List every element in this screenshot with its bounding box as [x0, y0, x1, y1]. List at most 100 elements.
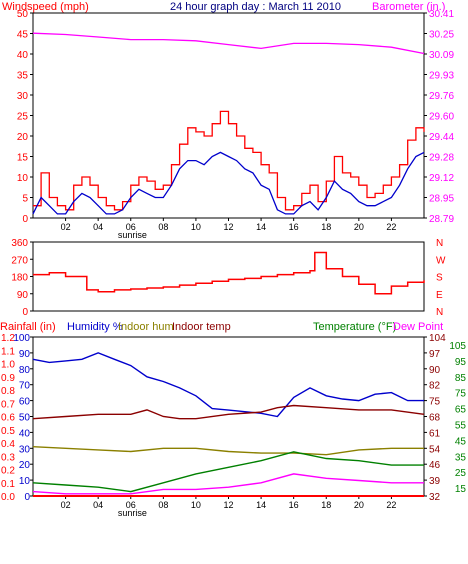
wind-tick-label: 10: [17, 173, 29, 184]
wind-tick-label: 30: [17, 91, 29, 102]
hour-tick-label: 10: [191, 500, 201, 510]
hour-tick-label: 04: [93, 222, 103, 232]
hour-tick-label: 08: [158, 500, 168, 510]
hour-tick-label: 14: [256, 222, 266, 232]
hour-tick-label: 08: [158, 222, 168, 232]
temperature-tick-label: 35: [455, 452, 467, 463]
hour-tick-label: 14: [256, 500, 266, 510]
indoor-hum-label: Indoor hum: [118, 321, 174, 333]
barometer-tick-label: 30.41: [429, 9, 454, 20]
rain-tick-label: 0.0: [1, 492, 15, 503]
hour-tick-label: 18: [321, 222, 331, 232]
compass-tick-label: W: [436, 255, 446, 266]
barometer-tick-label: 29.60: [429, 112, 454, 123]
hour-tick-label: 22: [386, 222, 396, 232]
temperature-tick-label: 45: [455, 436, 467, 447]
indoor-temp-tick-label: 54: [429, 444, 441, 455]
temperature-label: Temperature (°F): [313, 321, 396, 333]
barometer-tick-label: 29.93: [429, 71, 454, 82]
gust-line: [33, 110, 425, 211]
wind-tick-label: 25: [17, 112, 29, 123]
indoor-temp-tick-label: 82: [429, 381, 441, 392]
humidity-tick-label: 50: [19, 413, 31, 424]
temperature-tick-label: 55: [455, 420, 467, 431]
hour-tick-label: 06: [126, 500, 136, 510]
direction-tick-label: 270: [11, 255, 28, 266]
compass-tick-label: S: [436, 273, 443, 284]
indoor-temp-tick-label: 61: [429, 428, 441, 439]
wind-tick-label: 5: [22, 194, 28, 205]
indoor-temp-tick-label: 90: [429, 365, 441, 376]
chart-title: 24 hour graph day : March 11 2010: [170, 1, 341, 13]
wind-tick-label: 50: [17, 9, 29, 20]
hour-tick-label: 12: [223, 222, 233, 232]
direction-line: [33, 251, 425, 295]
rain-tick-label: 0.8: [1, 386, 15, 397]
series-layer: [32, 32, 425, 497]
indoor-temp-tick-label: 68: [429, 413, 441, 424]
barometer-tick-label: 30.09: [429, 50, 454, 61]
hour-tick-label: 16: [289, 222, 299, 232]
temperature-tick-label: 95: [455, 357, 467, 368]
indoor-temp-tick-label: 46: [429, 460, 441, 471]
panel-2-frame: [32, 241, 425, 312]
hour-tick-label: 20: [354, 222, 364, 232]
compass-tick-label: N: [436, 307, 443, 318]
rain-tick-label: 0.5: [1, 426, 15, 437]
barometer-line: [32, 32, 425, 55]
sunrise-label: sunrise: [118, 508, 147, 518]
temperature-tick-label: 105: [449, 341, 466, 352]
wind-tick-label: 45: [17, 30, 29, 41]
tick-layer: 0 5 10 15 20 25 30 35 40 45 50 28.79 28.95 29.12 29.28…: [1, 9, 466, 518]
hour-tick-label: 18: [321, 500, 331, 510]
hour-tick-label: 12: [223, 500, 233, 510]
indoor_hum-line: [32, 446, 424, 456]
hour-tick-label: 10: [191, 222, 201, 232]
rain-tick-label: 0.6: [1, 413, 15, 424]
wind_avg-line: [32, 151, 425, 215]
indoor_temp-line: [32, 404, 425, 420]
hour-tick-label: 22: [386, 500, 396, 510]
rain-tick-label: 0.1: [1, 479, 15, 490]
wind-tick-label: 35: [17, 71, 29, 82]
temperature-tick-label: 15: [455, 484, 467, 495]
barometer-tick-label: 29.44: [429, 132, 454, 143]
humidity-tick-label: 80: [19, 365, 31, 376]
hour-tick-label: 04: [93, 500, 103, 510]
rain-tick-label: 0.7: [1, 399, 15, 410]
rain-tick-label: 0.2: [1, 466, 15, 477]
temperature-tick-label: 25: [455, 468, 467, 479]
direction-tick-label: 360: [11, 238, 28, 249]
humidity-tick-label: 100: [13, 333, 30, 344]
panel-3-frame: [32, 336, 425, 497]
direction-tick-label: 180: [11, 273, 28, 284]
rain-tick-label: 1.2: [1, 333, 15, 344]
humidity-tick-label: 90: [19, 349, 31, 360]
rain-tick-label: 1.1: [1, 346, 15, 357]
humidity-tick-label: 0: [24, 492, 30, 503]
barometer-tick-label: 29.12: [429, 173, 454, 184]
rain-tick-label: 0.3: [1, 452, 15, 463]
hour-tick-label: 02: [61, 222, 71, 232]
dew_point-line: [32, 473, 424, 495]
hour-tick-label: 20: [354, 500, 364, 510]
humidity-tick-label: 40: [19, 428, 31, 439]
temperature-tick-label: 85: [455, 373, 467, 384]
hour-tick-label: 02: [61, 500, 71, 510]
indoor-temp-label: Indoor temp: [172, 321, 231, 333]
humidity-line: [32, 352, 424, 418]
direction-tick-label: 0: [22, 307, 28, 318]
barometer-tick-label: 28.79: [429, 214, 454, 225]
rain-tick-label: 0.4: [1, 439, 15, 450]
humidity-tick-label: 30: [19, 444, 31, 455]
compass-tick-label: N: [436, 238, 443, 249]
temperature-line: [32, 451, 424, 493]
rain-tick-label: 0.9: [1, 373, 15, 384]
humidity-tick-label: 70: [19, 381, 31, 392]
wind-tick-label: 20: [17, 132, 29, 143]
indoor-temp-tick-label: 104: [429, 333, 446, 344]
humidity-tick-label: 10: [19, 476, 31, 487]
indoor-temp-tick-label: 32: [429, 492, 441, 503]
